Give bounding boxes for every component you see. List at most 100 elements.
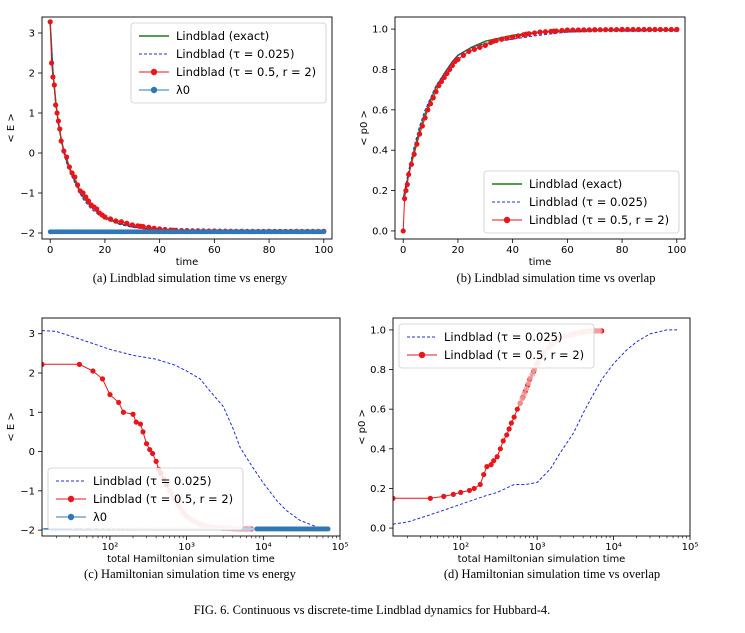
point-tau-large-dense: [624, 26, 631, 33]
y-tick-label: 0.6: [372, 105, 388, 116]
y-tick-label: 0.0: [372, 226, 388, 237]
legend-label: Lindblad (τ = 0.025): [444, 330, 562, 344]
legend-marker-tau-large: [418, 351, 426, 359]
point-tau-large-dense: [542, 29, 549, 35]
point-tau-large-dense: [523, 385, 530, 392]
point-tau-large-dense: [614, 26, 620, 33]
point-tau-large-dense: [527, 375, 534, 381]
point-tau-large: [42, 361, 45, 367]
point-tau-large: [116, 399, 122, 406]
point-tau-large: [406, 171, 412, 178]
y-tick-label: −1: [20, 486, 35, 497]
point-tau-large: [506, 426, 512, 432]
x-tick-label: 10⁵: [332, 542, 349, 553]
point-tau-large-dense: [102, 214, 108, 220]
point-tau-large-dense: [596, 328, 603, 334]
point-tau-large-dense: [510, 34, 516, 40]
point-tau-large: [50, 74, 56, 80]
point-tau-large: [76, 361, 83, 367]
point-tau-large: [90, 368, 96, 374]
x-tick-label: 60: [208, 245, 221, 256]
y-tick-label: 0.8: [370, 365, 386, 376]
y-tick-label: 0.2: [372, 186, 388, 197]
point-tau-large-dense: [107, 216, 113, 222]
point-tau-large-dense: [652, 26, 658, 33]
legend-label: Lindblad (τ = 0.025): [529, 195, 647, 209]
legend-label: Lindblad (τ = 0.025): [176, 47, 294, 61]
point-tau-large: [436, 83, 442, 89]
point-tau-large: [441, 493, 447, 499]
point-tau-large: [400, 228, 406, 234]
point-tau-large-dense: [586, 27, 592, 33]
legend: Lindblad (τ = 0.025) Lindblad (τ = 0.5, r…: [398, 323, 595, 369]
x-axis-label: total Hamiltonian simulation time: [107, 554, 275, 565]
point-tau-large-dense: [619, 26, 625, 33]
point-tau-large-dense: [657, 26, 663, 33]
point-tau-large: [404, 181, 410, 188]
point-tau-large: [69, 170, 75, 176]
point-tau-large: [72, 174, 78, 180]
y-tick-label: 2: [29, 69, 35, 80]
x-tick-label: 0: [400, 245, 406, 256]
point-tau-large: [403, 187, 409, 194]
point-tau-large: [80, 190, 86, 196]
point-tau-large: [53, 102, 59, 108]
point-tau-large: [417, 131, 423, 137]
point-tau-large: [51, 82, 57, 88]
point-tau-large: [458, 489, 464, 495]
point-tau-large-dense: [663, 26, 669, 33]
point-tau-large-dense: [608, 26, 614, 33]
y-axis-label: < E >: [6, 412, 17, 441]
point-tau-large: [438, 78, 445, 85]
panel-c: −2 −1 0 1 2 3 10² 10³ 10⁴ 10⁵ total Hamiltonian si…: [6, 317, 349, 565]
x-tick-label: 0: [47, 245, 53, 256]
x-tick-label: 20: [452, 245, 465, 256]
y-tick-label: 2: [29, 368, 35, 379]
point-tau-large: [477, 481, 483, 488]
y-tick-label: 0.4: [372, 146, 388, 157]
point-tau-large: [511, 414, 517, 420]
point-tau-large-dense: [635, 26, 642, 33]
point-tau-large-dense: [517, 400, 523, 407]
series-line-tau-small: [393, 329, 679, 525]
x-tick-label: 10⁴: [605, 542, 622, 553]
point-tau-large-dense: [537, 29, 543, 35]
point-tau-large: [61, 148, 67, 154]
legend-label: λ0: [93, 510, 107, 524]
y-tick-label: −1: [20, 189, 35, 200]
point-tau-large-dense: [592, 27, 598, 33]
point-tau-large-dense: [477, 44, 483, 50]
y-tick-label: 1: [29, 109, 35, 120]
point-tau-large-dense: [499, 36, 505, 42]
y-tick-label: 1.0: [372, 25, 388, 36]
legend-marker-lambda0: [67, 513, 75, 521]
y-tick-label: 0: [29, 149, 35, 160]
y-tick-label: 0: [29, 447, 35, 458]
x-tick-label: 10⁵: [682, 542, 699, 553]
point-tau-large: [449, 62, 456, 69]
point-tau-large-dense: [113, 218, 119, 224]
plot-frame: [392, 317, 691, 537]
point-tau-large: [444, 70, 450, 77]
plot-area: [400, 26, 680, 234]
point-tau-large: [150, 450, 156, 457]
point-tau-large-dense: [521, 391, 528, 397]
y-tick-label: 1.0: [370, 325, 386, 336]
x-axis-label: time: [529, 257, 552, 268]
point-tau-large: [481, 471, 487, 478]
point-tau-large: [401, 196, 408, 202]
point-tau-large: [466, 487, 473, 494]
point-tau-large: [427, 101, 434, 107]
y-tick-label: 0.8: [372, 65, 388, 76]
point-tau-large: [422, 115, 428, 121]
point-tau-large-dense: [520, 32, 527, 38]
x-tick-label: 40: [506, 245, 519, 256]
point-tau-large: [408, 161, 415, 167]
point-tau-large-dense: [140, 224, 146, 230]
point-tau-large-dense: [519, 395, 526, 402]
legend-marker-tau-large: [67, 495, 75, 503]
x-tick-label: 10⁴: [255, 542, 272, 553]
x-tick-label: 100: [667, 245, 686, 256]
point-tau-large: [419, 123, 425, 129]
